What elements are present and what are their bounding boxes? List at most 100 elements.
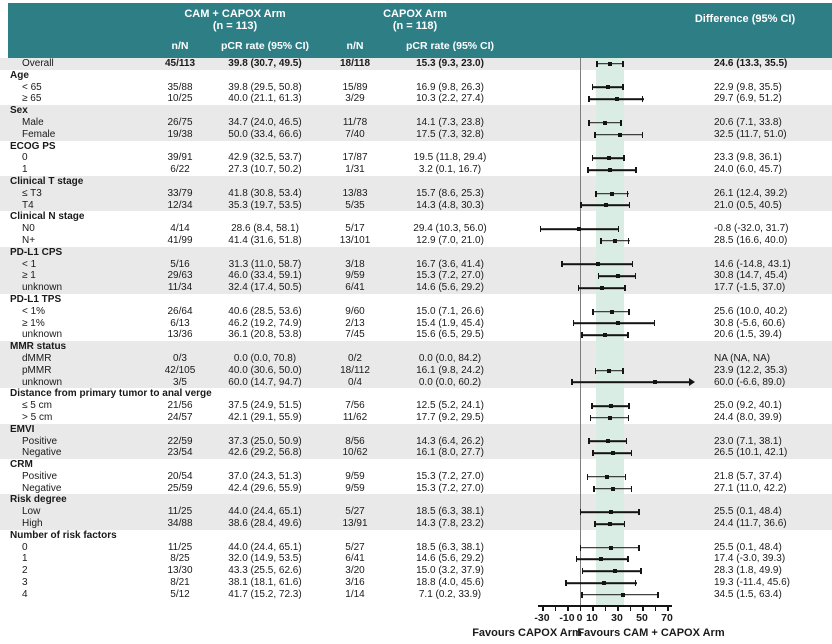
arm2-nN-value bbox=[320, 494, 390, 506]
axis-tick bbox=[604, 606, 607, 611]
arm1-pcr-rate-value: 41.7 (15.2, 72.3) bbox=[228, 588, 302, 600]
point-estimate-marker bbox=[601, 580, 606, 585]
ci-cap-left bbox=[593, 485, 595, 492]
point-estimate-marker bbox=[576, 227, 581, 232]
forest-marker-cell bbox=[510, 282, 705, 294]
arm1-pcr-rate-value: 27.3 (10.7, 50.2) bbox=[228, 164, 302, 176]
difference-value: -0.8 (-32.0, 31.7) bbox=[714, 223, 789, 235]
arm1-pcr-rate-value: 32.0 (14.9, 53.5) bbox=[228, 553, 302, 565]
difference-value: 20.6 (7.1, 33.8) bbox=[714, 116, 782, 128]
forest-marker-cell bbox=[510, 483, 705, 495]
table-header: CAM + CAPOX Arm (n = 113) CAPOX Arm (n =… bbox=[8, 3, 832, 58]
arm2-nN-value: 3/16 bbox=[345, 577, 365, 589]
arm1-nN-value: 33/79 bbox=[167, 187, 193, 199]
ci-cap-left bbox=[588, 96, 590, 103]
ci-cap-right bbox=[623, 155, 625, 162]
forest-marker-cell bbox=[510, 353, 705, 365]
row-label: 4 bbox=[22, 588, 28, 600]
arm1-pcr-rate-value bbox=[210, 211, 320, 223]
difference-value: 30.8 (-5.6, 60.6) bbox=[714, 317, 786, 329]
arm1-nN-value bbox=[150, 341, 210, 353]
forest-marker-cell bbox=[510, 211, 705, 223]
arm1-nN-value: 13/30 bbox=[167, 565, 193, 577]
ci-cap-right bbox=[640, 568, 642, 575]
arm1-nN-value bbox=[150, 247, 210, 259]
row-label: < 1 bbox=[22, 258, 37, 270]
point-estimate-marker bbox=[652, 380, 657, 385]
row-label: unknown bbox=[22, 329, 63, 341]
ci-cap-left bbox=[589, 414, 592, 421]
forest-marker-cell bbox=[510, 176, 705, 188]
difference-value: 21.8 (5.7, 37.4) bbox=[714, 470, 782, 482]
arm1-pcr-rate-value bbox=[210, 141, 320, 153]
ci-cap-right bbox=[628, 202, 631, 209]
group-header-row: Clinical N stage bbox=[0, 211, 832, 223]
row-label: High bbox=[22, 518, 43, 530]
ci-cap-left bbox=[595, 190, 597, 197]
arm1-nN-value: 26/64 bbox=[167, 305, 193, 317]
ci-cap-left bbox=[591, 84, 594, 91]
point-estimate-marker bbox=[610, 191, 615, 196]
arm1-name: CAM + CAPOX Arm bbox=[184, 8, 286, 20]
subgroup-row: ≤ 5 cm 21/56 37.5 (24.9, 51.5) 7/56 12.5 (5.… bbox=[0, 400, 832, 412]
row-label: 0 bbox=[22, 152, 28, 164]
arm2-pcr-rate-value: 18.5 (6.3, 38.1) bbox=[416, 541, 484, 553]
point-estimate-marker bbox=[599, 286, 604, 291]
arm1-pcr-rate-value bbox=[210, 105, 320, 117]
ci-cap-right bbox=[630, 485, 633, 492]
ci-cap-right bbox=[638, 544, 640, 551]
ci-line bbox=[581, 570, 642, 572]
row-label: PD-L1 CPS bbox=[10, 246, 63, 258]
arm2-nN-value bbox=[320, 211, 390, 223]
arm1-pcr-rate-value: 50.0 (33.4, 66.6) bbox=[228, 128, 302, 140]
forest-marker-cell bbox=[510, 235, 705, 247]
arm1-nN-value bbox=[150, 459, 210, 471]
ci-cap-left bbox=[596, 60, 598, 67]
ci-cap-right bbox=[617, 226, 620, 233]
ci-cap-left bbox=[571, 379, 573, 386]
arm2-nN-value bbox=[320, 105, 390, 117]
arm2-pcr-rate-value: 0.0 (0.0, 60.2) bbox=[418, 376, 482, 388]
arm2-nN-value: 13/83 bbox=[342, 187, 368, 199]
axis-tick bbox=[554, 606, 557, 611]
forest-marker-cell bbox=[510, 247, 705, 259]
arm2-pcr-rate-value: 15.0 (3.2, 37.9) bbox=[416, 565, 484, 577]
ci-cap-left bbox=[581, 591, 583, 598]
point-estimate-marker bbox=[611, 486, 616, 491]
arm1-nN-value: 11/25 bbox=[167, 506, 193, 518]
arm2-pcr-rate-value: 14.3 (6.4, 26.2) bbox=[416, 435, 484, 447]
group-header-row: Clinical T stage bbox=[0, 175, 832, 188]
arm2-pcr-rate-value: 10.3 (2.2, 27.4) bbox=[416, 93, 484, 105]
ci-cap-right bbox=[623, 520, 626, 527]
point-estimate-marker bbox=[608, 61, 613, 66]
group-header-row: PD-L1 TPS bbox=[0, 294, 832, 306]
arm2-nN-value: 1/14 bbox=[345, 588, 365, 600]
axis-tick-label: -10 bbox=[559, 612, 575, 624]
arm2-nN-value: 3/18 bbox=[345, 258, 365, 270]
forest-marker-cell bbox=[510, 129, 705, 141]
forest-marker-cell bbox=[510, 424, 705, 436]
difference-value: 60.0 (-6.6, 89.0) bbox=[714, 376, 786, 388]
arm2-pcr-rate-value: 7.1 (0.2, 33.9) bbox=[418, 588, 482, 600]
subgroup-row: Negative 25/59 42.4 (29.6, 55.9) 9/59 15.3 (… bbox=[0, 483, 832, 495]
subgroup-row: Positive 20/54 37.0 (24.3, 51.3) 9/59 15.3 (… bbox=[0, 471, 832, 483]
difference-value bbox=[705, 424, 832, 436]
row-label: Male bbox=[22, 116, 44, 128]
arm2-pcr-rate-value: 12.9 (7.0, 21.0) bbox=[416, 234, 484, 246]
arm1-nN-value: 23/54 bbox=[167, 447, 193, 459]
point-estimate-marker bbox=[612, 569, 617, 574]
point-estimate-marker bbox=[603, 203, 608, 208]
axis-tick-label: 10 bbox=[586, 612, 598, 624]
forest-marker-cell bbox=[510, 447, 705, 459]
arm2-nN-value: 13/101 bbox=[339, 234, 371, 246]
arm1-pcr-rate-value: 32.4 (17.4, 50.5) bbox=[228, 282, 302, 294]
ci-line bbox=[587, 169, 637, 171]
arm1-nN-value bbox=[150, 494, 210, 506]
ci-cap-left bbox=[592, 450, 594, 457]
row-label: Negative bbox=[22, 447, 62, 459]
row-label: 2 bbox=[22, 565, 28, 577]
difference-value: 32.5 (11.7, 51.0) bbox=[714, 128, 787, 140]
arm1-nN-value: 29/63 bbox=[167, 270, 193, 282]
difference-value: 21.0 (0.5, 40.5) bbox=[714, 199, 782, 211]
point-estimate-marker bbox=[616, 321, 620, 326]
